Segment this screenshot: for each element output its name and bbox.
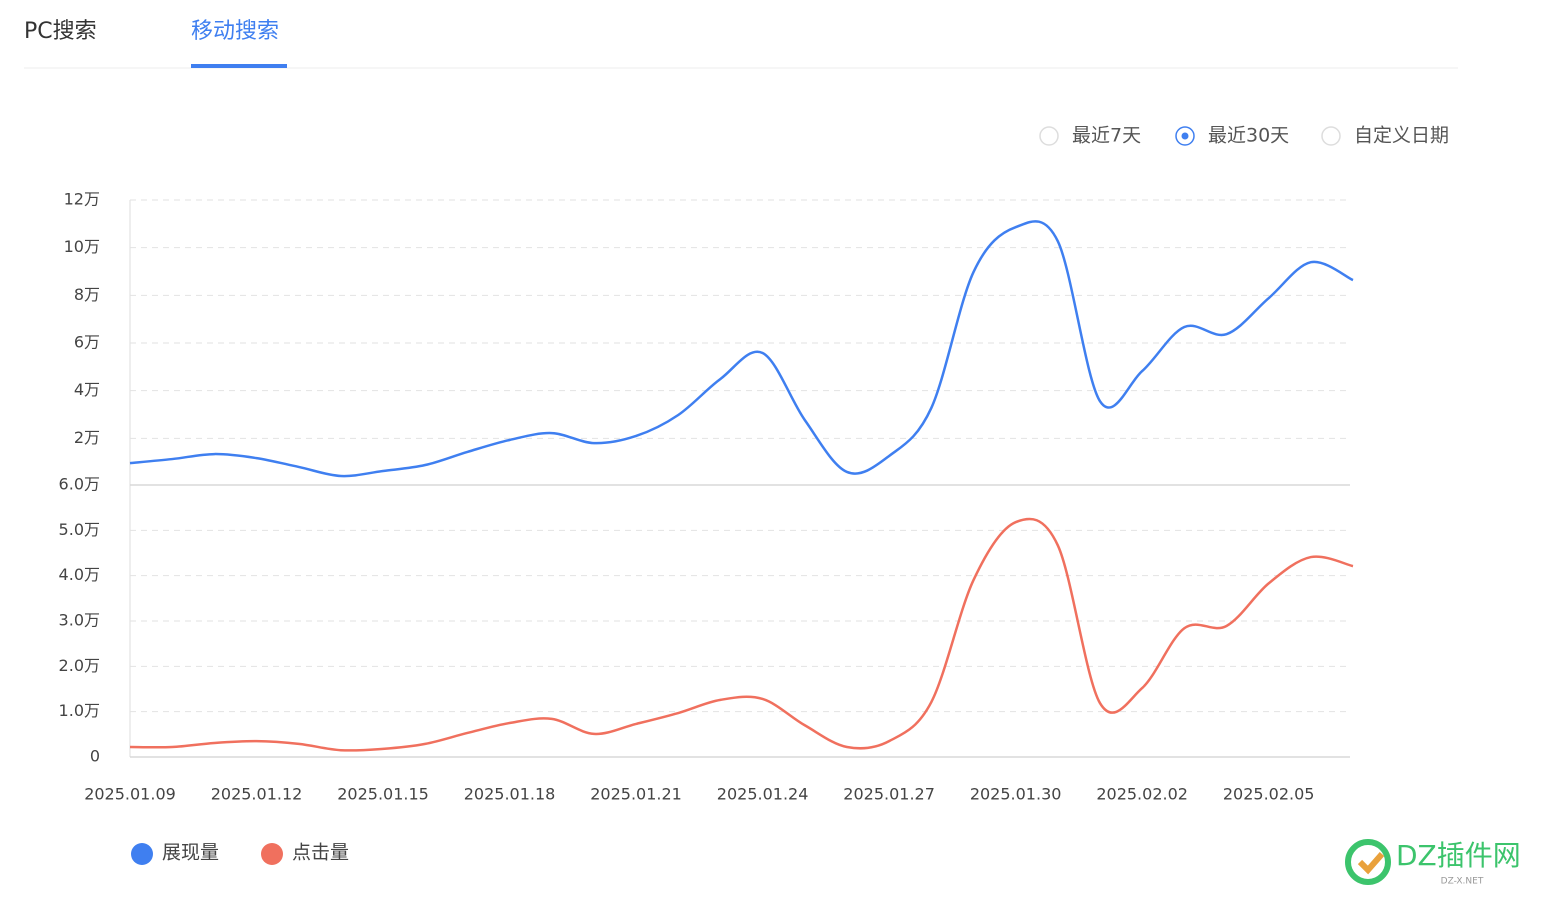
radio[interactable] xyxy=(1039,126,1059,146)
tab[interactable]: 移动搜索 xyxy=(191,19,279,44)
y-tick-label: 1.0万 xyxy=(59,701,100,720)
x-tick-label: 2025.01.27 xyxy=(843,785,935,804)
x-tick-label: 2025.02.05 xyxy=(1223,785,1315,804)
y-tick-label: 2万 xyxy=(74,428,100,447)
watermark-title: DZ插件网 xyxy=(1396,839,1521,872)
y-tick-label: 10万 xyxy=(64,237,100,256)
y-tick-label: 0 xyxy=(90,747,100,766)
watermark-subtitle: DZ-X.NET xyxy=(1441,877,1484,887)
tab[interactable]: PC搜索 xyxy=(24,19,97,44)
x-tick-label: 2025.01.12 xyxy=(211,785,303,804)
x-tick-label: 2025.01.15 xyxy=(337,785,429,804)
x-tick-label: 2025.01.18 xyxy=(464,785,556,804)
radio-dot xyxy=(1181,132,1189,140)
radio-label[interactable]: 自定义日期 xyxy=(1354,125,1449,147)
radio-label[interactable]: 最近30天 xyxy=(1208,125,1289,147)
watermark-check xyxy=(1357,852,1385,875)
radio-label[interactable]: 最近7天 xyxy=(1072,125,1141,147)
line-series xyxy=(129,220,1354,478)
x-tick-label: 2025.01.30 xyxy=(970,785,1062,804)
x-tick-label: 2025.01.24 xyxy=(717,785,809,804)
watermark: DZ插件网 DZ-X.NET xyxy=(1345,839,1521,887)
y-tick-label: 2.0万 xyxy=(59,656,100,675)
x-tick-label: 2025.01.09 xyxy=(84,785,176,804)
legend-label: 展现量 xyxy=(162,842,219,864)
line-series xyxy=(129,517,1354,752)
y-tick-label: 5.0万 xyxy=(59,520,100,539)
radio[interactable] xyxy=(1321,126,1341,146)
legend-marker xyxy=(261,843,283,865)
tab-underline xyxy=(191,64,287,68)
y-tick-label: 6.0万 xyxy=(59,475,100,494)
y-tick-label: 8万 xyxy=(74,285,100,304)
y-tick-label: 4万 xyxy=(74,380,100,399)
x-tick-label: 2025.02.02 xyxy=(1096,785,1188,804)
y-tick-label: 3.0万 xyxy=(59,611,100,630)
legend-label: 点击量 xyxy=(292,842,349,864)
x-tick-label: 2025.01.21 xyxy=(590,785,682,804)
legend-marker xyxy=(131,843,153,865)
y-tick-label: 4.0万 xyxy=(59,565,100,584)
y-tick-label: 12万 xyxy=(64,190,100,209)
watermark-logo xyxy=(1345,839,1391,885)
y-tick-label: 6万 xyxy=(74,333,100,352)
